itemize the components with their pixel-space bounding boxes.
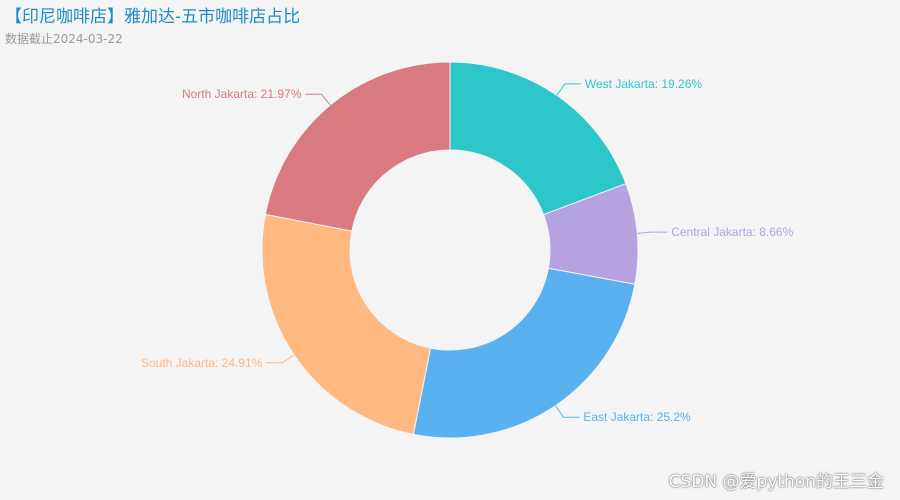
slice-label-0: West Jakarta: 19.26% xyxy=(585,77,703,91)
watermark: CSDN @爱python的王三金 xyxy=(668,472,884,492)
slice-label-2: East Jakarta: 25.2% xyxy=(583,410,691,424)
leader-line-1 xyxy=(637,231,668,234)
slice-3[interactable] xyxy=(261,213,432,435)
chart-subtitle: 数据截止2024-03-22 xyxy=(5,32,123,46)
slice-label-1: Central Jakarta: 8.66% xyxy=(671,225,793,239)
leader-line-0 xyxy=(556,83,581,96)
slice-label-4: North Jakarta: 21.97% xyxy=(182,87,302,101)
chart-title: 【印尼咖啡店】雅加达-五市咖啡店占比 xyxy=(5,7,301,27)
leader-line-4 xyxy=(305,93,331,106)
slice-2[interactable] xyxy=(412,267,636,439)
leader-line-3 xyxy=(266,354,295,364)
slice-4[interactable] xyxy=(264,61,451,232)
leader-line-2 xyxy=(555,405,580,418)
slice-label-3: South Jakarta: 24.91% xyxy=(141,356,263,370)
slice-0[interactable] xyxy=(449,61,627,216)
